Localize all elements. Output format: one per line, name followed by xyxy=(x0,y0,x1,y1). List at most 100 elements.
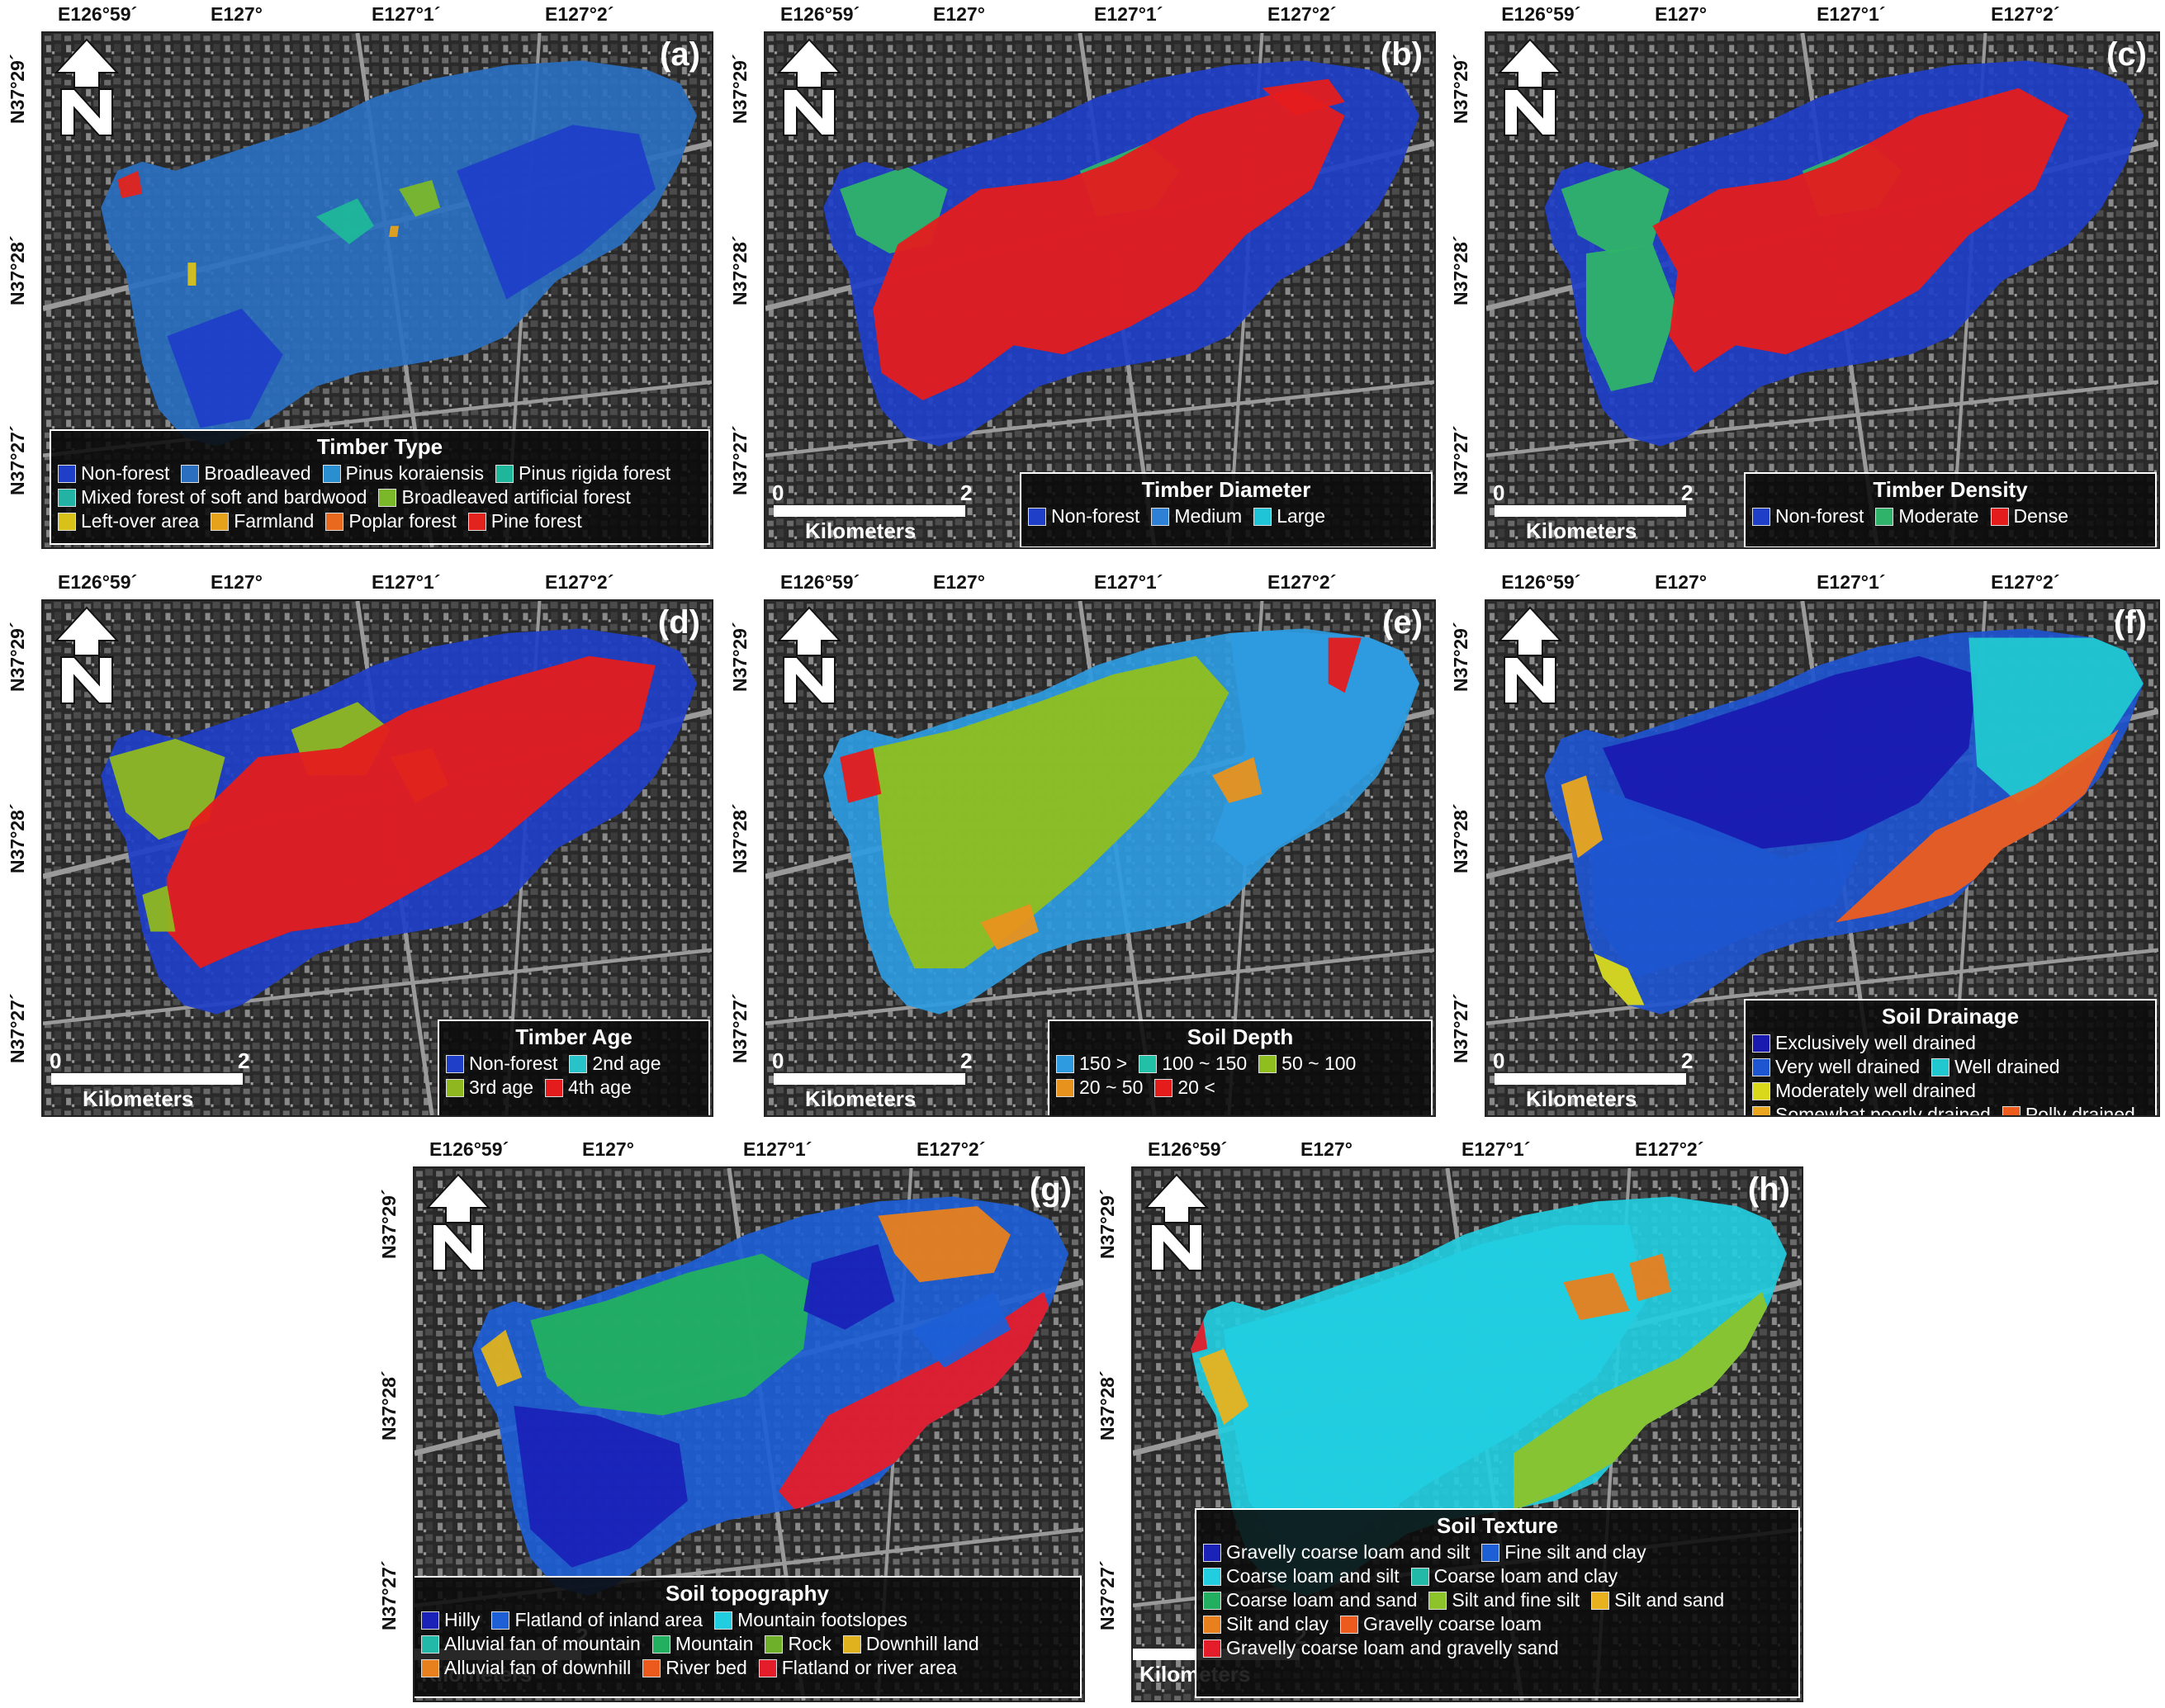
scale-zero: 0 xyxy=(1493,480,1505,505)
longitude-tick: E127°1´ xyxy=(743,1138,812,1160)
map-canvas xyxy=(1486,33,2158,547)
satellite-map[interactable]: (d) 0 2 Kilometers Timber Age Non-forest 2nd a… xyxy=(41,599,713,1117)
satellite-map[interactable]: (f) 0 2 Kilometers Soil Drainage Exclusively … xyxy=(1485,599,2160,1117)
map-legend: Timber Age Non-forest 2nd age 3rd age 4th ag… xyxy=(438,1020,710,1115)
legend-title: Soil topography xyxy=(666,1581,829,1606)
legend-items: Non-forest Moderate Dense xyxy=(1752,504,2148,528)
legend-item: Pinus rigida forest xyxy=(495,462,670,485)
latitude-tick: N37°28´ xyxy=(7,803,28,873)
legend-label: Somewhat poorly drained xyxy=(1775,1104,1991,1117)
legend-swatch xyxy=(1139,1054,1158,1073)
scale-line xyxy=(774,505,965,517)
map-zone xyxy=(1968,637,2144,803)
north-arrow-icon xyxy=(425,1173,491,1271)
legend-swatch xyxy=(325,512,344,531)
longitude-tick: E127° xyxy=(1655,3,1708,25)
legend-item: River bed xyxy=(642,1657,747,1679)
legend-title: Soil Texture xyxy=(1437,1513,1558,1538)
map-zone xyxy=(873,655,1229,968)
panel-label: (a) xyxy=(660,36,700,73)
scale-zero: 0 xyxy=(1493,1048,1505,1073)
scale-line xyxy=(1495,505,1686,517)
map-zone xyxy=(514,1405,688,1568)
longitude-tick: E126°59´ xyxy=(58,3,138,25)
legend-label: Pine forest xyxy=(490,510,582,532)
latitude-tick: N37°27´ xyxy=(729,993,751,1063)
legend-item: Medium xyxy=(1151,505,1242,528)
map-zone xyxy=(980,904,1039,950)
legend-label: Pinus koraiensis xyxy=(345,462,484,484)
map-panel-h: E126°59´ E127° E127°1´ E127°2´ N37°29´ N37°28… xyxy=(1090,1135,1808,1705)
legend-items: Exclusively well drained Very well draine… xyxy=(1752,1031,2148,1117)
satellite-map[interactable]: (c) 0 2 Kilometers Timber Density Non-forest M… xyxy=(1485,31,2160,549)
map-legend: Soil Depth 150 > 100 ~ 150 50 ~ 100 20 ~ 50 2… xyxy=(1048,1020,1433,1115)
legend-title: Soil Drainage xyxy=(1881,1004,2020,1029)
latitude-tick: N37°28´ xyxy=(7,235,28,305)
map-zone xyxy=(1212,757,1263,803)
legend-item: Poplar forest xyxy=(325,510,457,532)
road xyxy=(1486,948,2158,1025)
legend-swatch xyxy=(58,512,76,531)
satellite-map[interactable]: (b) 0 2 Kilometers Timber Diameter Non-forest… xyxy=(764,31,1436,549)
legend-label: Mountain xyxy=(675,1633,754,1654)
longitude-tick: E126°59´ xyxy=(429,1138,509,1160)
longitude-tick: E127°2´ xyxy=(1635,1138,1704,1160)
map-zone xyxy=(167,655,656,968)
legend-swatch xyxy=(421,1611,439,1630)
longitude-tick: E127°2´ xyxy=(917,1138,986,1160)
satellite-map[interactable]: (e) 0 2 Kilometers Soil Depth 150 > 100 ~ 150 5… xyxy=(764,599,1436,1117)
legend-swatch xyxy=(842,1635,861,1654)
latitude-tick: N37°28´ xyxy=(729,803,751,873)
legend-swatch xyxy=(1203,1543,1221,1562)
longitude-tick: E126°59´ xyxy=(58,571,138,593)
longitude-tick: E126°59´ xyxy=(1148,1138,1228,1160)
legend-label: Well drained xyxy=(1954,1056,2060,1077)
legend-swatch xyxy=(1481,1543,1500,1562)
legend-item: Gravelly coarse loam and gravelly sand xyxy=(1203,1637,1559,1659)
legend-swatch xyxy=(2002,1105,2021,1115)
legend-item: Flatland or river area xyxy=(758,1657,957,1679)
longitude-tick: E127°2´ xyxy=(545,3,614,25)
road xyxy=(765,380,1434,457)
legend-item: Rock xyxy=(765,1633,831,1655)
longitude-tick: E127°1´ xyxy=(1817,571,1886,593)
scale-two: 2 xyxy=(238,1048,250,1073)
map-zone xyxy=(142,885,176,932)
map-zone xyxy=(779,1291,1060,1511)
latitude-tick: N37°29´ xyxy=(7,54,28,124)
longitude-tick: E127°1´ xyxy=(1094,3,1163,25)
legend-label: Gravelly coarse loam and silt xyxy=(1226,1541,1471,1563)
map-zone xyxy=(1585,784,1869,978)
map-zone xyxy=(1212,628,1419,868)
panel-label: (f) xyxy=(2114,604,2147,641)
legend-swatch xyxy=(1428,1591,1447,1610)
legend-swatch xyxy=(651,1635,670,1654)
legend-item: Downhill land xyxy=(842,1633,979,1655)
map-zone xyxy=(530,1253,812,1416)
legend-label: Mountain footslopes xyxy=(737,1609,907,1630)
panel-label: (d) xyxy=(657,604,700,641)
legend-swatch xyxy=(1752,1081,1770,1100)
satellite-map[interactable]: (a) Timber Type Non-forest Broadleaved Pinus… xyxy=(41,31,713,549)
latitude-tick: N37°28´ xyxy=(729,235,751,305)
legend-label: Fine silt and clay xyxy=(1504,1541,1646,1563)
latitude-tick: N37°27´ xyxy=(7,425,28,495)
legend-swatch xyxy=(1203,1591,1221,1610)
longitude-tick: E127°2´ xyxy=(1991,3,2060,25)
longitude-tick: E127°2´ xyxy=(1991,571,2060,593)
map-zone xyxy=(1652,88,2069,373)
legend-item: 20 < xyxy=(1154,1076,1215,1099)
map-zone xyxy=(840,748,882,803)
legend-label: Downhill land xyxy=(865,1633,979,1654)
longitude-tick: E126°59´ xyxy=(1501,3,1581,25)
legend-label: Gravelly coarse loam xyxy=(1363,1613,1542,1635)
latitude-tick: N37°27´ xyxy=(378,1560,400,1630)
map-zone xyxy=(1629,1253,1671,1302)
scale-zero: 0 xyxy=(772,480,784,505)
legend-item: Gravelly coarse loam xyxy=(1340,1613,1542,1635)
legend-items: Non-forest Medium Large xyxy=(1028,504,1424,528)
legend-swatch xyxy=(1028,507,1046,526)
legend-swatch xyxy=(1752,1105,1770,1115)
